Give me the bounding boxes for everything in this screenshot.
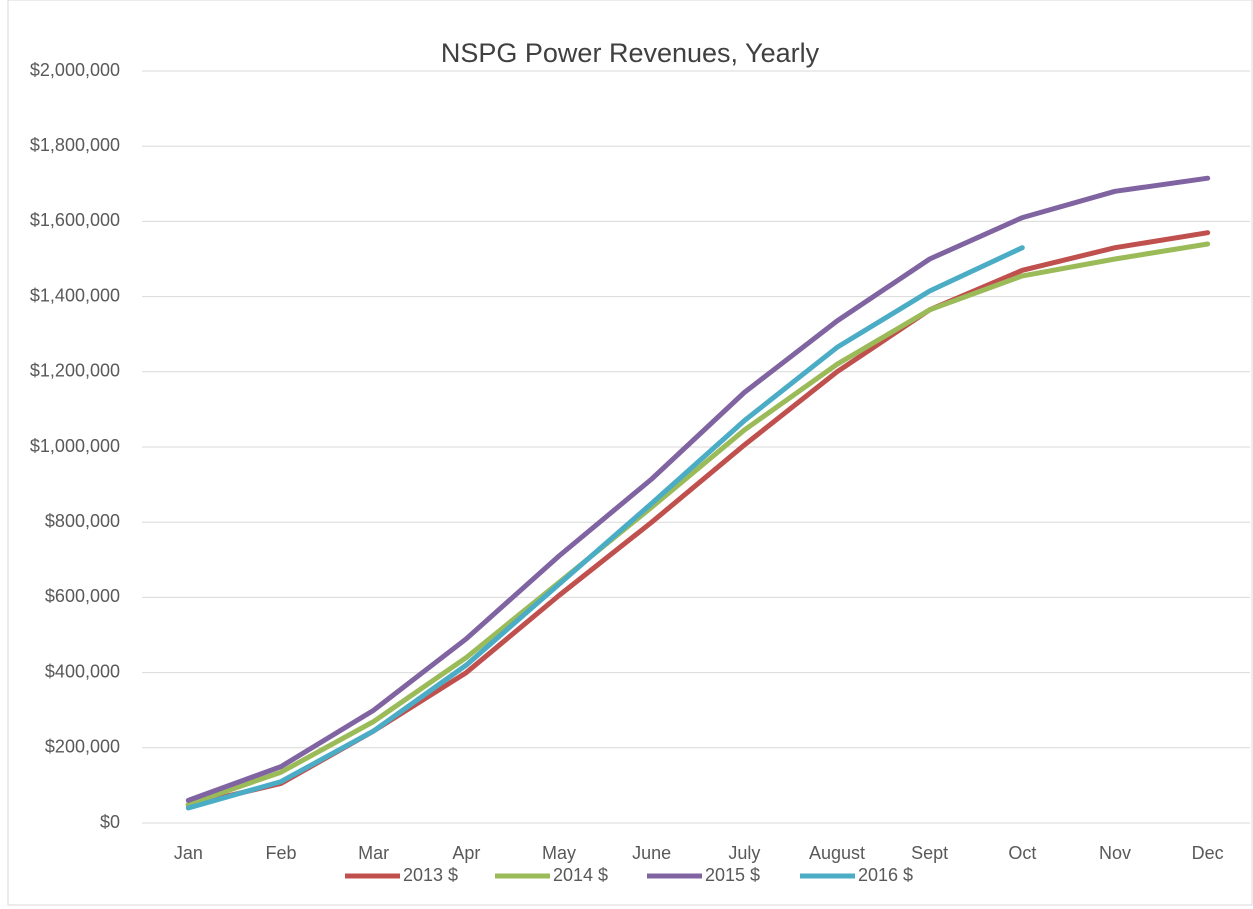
x-tick-label: Mar: [358, 843, 389, 863]
legend-label: 2013 $: [403, 865, 458, 885]
y-tick-label: $1,400,000: [30, 285, 120, 305]
x-tick-label: Apr: [452, 843, 480, 863]
x-tick-label: Nov: [1099, 843, 1131, 863]
x-tick-label: May: [542, 843, 576, 863]
legend-label: 2014 $: [553, 865, 608, 885]
x-tick-label: Feb: [265, 843, 296, 863]
series-line: [185, 241, 1211, 807]
y-tick-label: $400,000: [45, 661, 120, 681]
y-tick-label: $2,000,000: [30, 60, 120, 80]
x-tick-label: Dec: [1192, 843, 1224, 863]
x-tick-label: June: [632, 843, 671, 863]
y-tick-label: $1,200,000: [30, 361, 120, 381]
y-tick-label: $200,000: [45, 737, 120, 757]
chart-border: [7, 0, 1253, 906]
y-tick-label: $1,800,000: [30, 135, 120, 155]
y-tick-label: $1,600,000: [30, 210, 120, 230]
x-tick-label: Jan: [174, 843, 203, 863]
x-tick-label: July: [728, 843, 760, 863]
legend-label: 2015 $: [705, 865, 760, 885]
series-line: [185, 175, 1211, 803]
legend-label: 2016 $: [858, 865, 913, 885]
x-tick-label: Oct: [1008, 843, 1036, 863]
x-tick-label: August: [809, 843, 865, 863]
series-line: [185, 245, 1025, 811]
x-tick-label: Sept: [911, 843, 948, 863]
y-tick-label: $800,000: [45, 511, 120, 531]
chart-title: NSPG Power Revenues, Yearly: [441, 38, 820, 68]
y-tick-label: $1,000,000: [30, 436, 120, 456]
y-tick-label: $600,000: [45, 586, 120, 606]
y-tick-label: $0: [100, 812, 120, 832]
